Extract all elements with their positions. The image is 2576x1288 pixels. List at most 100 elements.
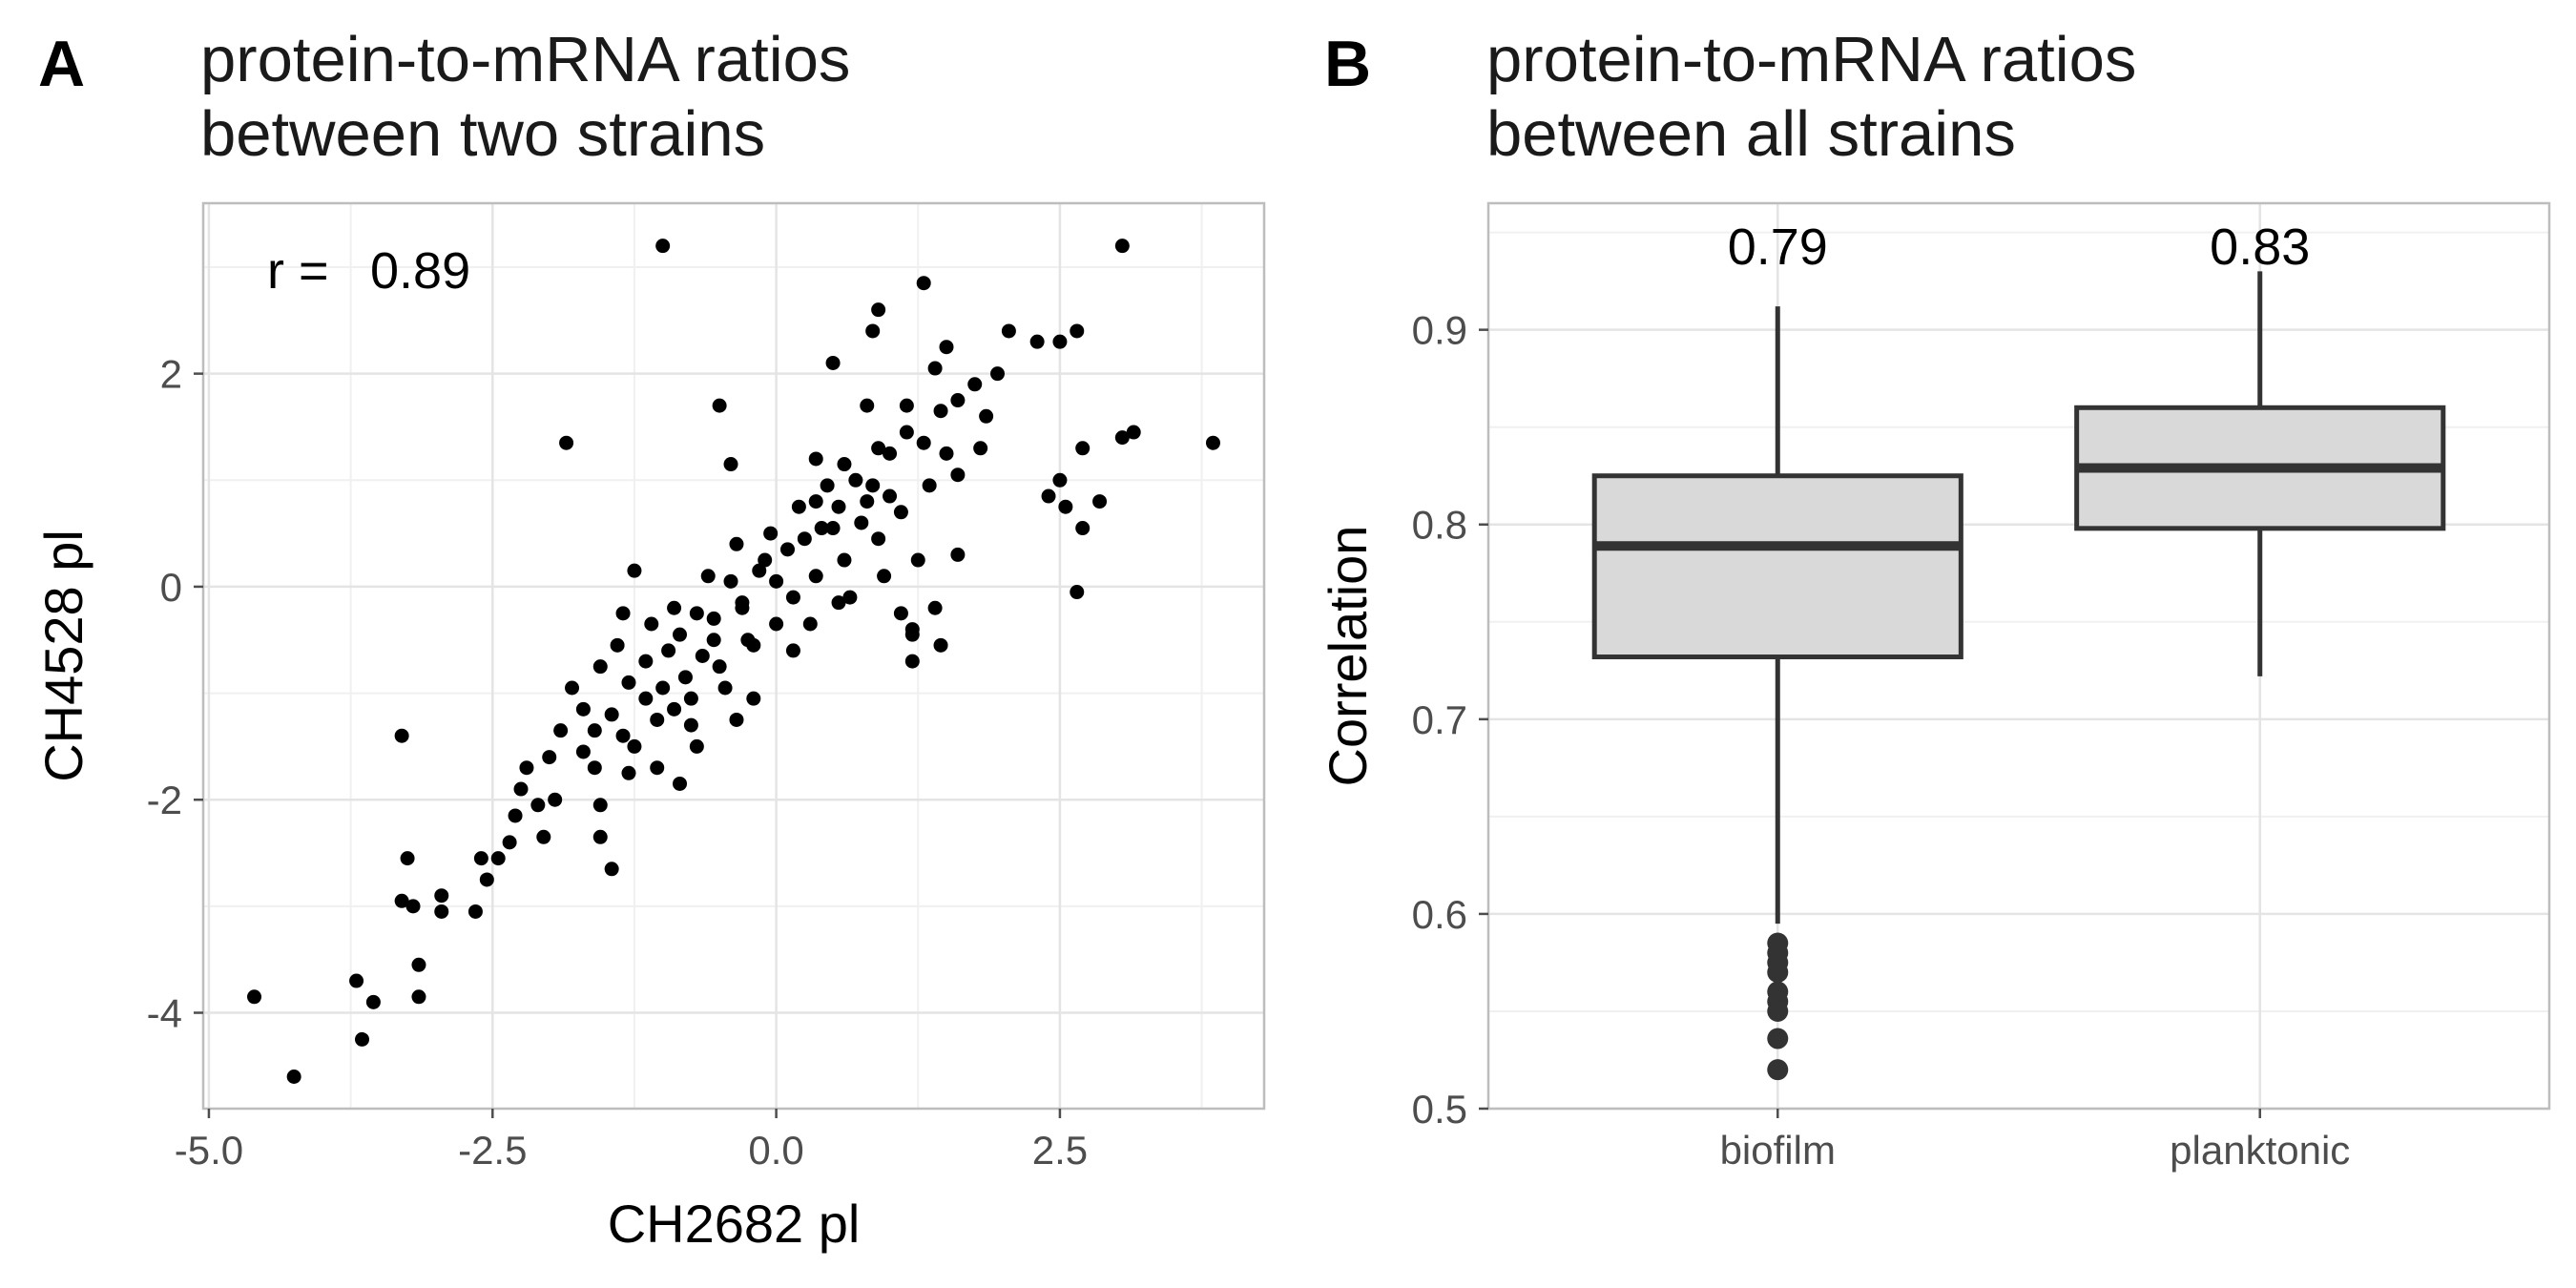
scatter-point: [740, 633, 756, 648]
scatter-point: [1092, 494, 1108, 509]
scatter-point: [405, 899, 421, 914]
scatter-point: [860, 398, 875, 413]
scatter-point: [667, 701, 682, 717]
box-outlier: [1767, 1059, 1789, 1081]
y-tick-label: -2: [147, 778, 182, 822]
scatter-point: [627, 563, 642, 578]
scatter-point: [973, 441, 988, 456]
scatter-point: [950, 393, 966, 408]
scatter-point: [883, 488, 898, 504]
scatter-point: [553, 723, 569, 738]
y-tick-label: -4: [147, 991, 182, 1036]
scatter-point: [530, 798, 546, 813]
x-tick-label: 0.0: [748, 1128, 803, 1173]
scatter-point: [723, 573, 738, 589]
scatter-point: [434, 888, 449, 904]
scatter-point: [979, 408, 994, 424]
scatter-point: [916, 276, 931, 291]
scatter-point: [785, 643, 800, 658]
scatter-point: [712, 398, 727, 413]
scatter-point: [729, 536, 744, 551]
scatter-point: [365, 994, 381, 1009]
scatter-point: [706, 633, 721, 648]
scatter-point: [519, 760, 534, 776]
scatter-point: [950, 467, 966, 483]
scatter-point: [604, 862, 619, 877]
scatter-point: [700, 569, 716, 584]
scatter-point: [939, 446, 954, 461]
scatter-point: [842, 590, 858, 605]
scatter-point: [802, 616, 818, 632]
scatter-point: [1052, 334, 1068, 349]
scatter-point: [655, 680, 671, 696]
scatter-point: [933, 637, 948, 653]
scatter-point: [400, 851, 415, 866]
scatter-point: [247, 989, 262, 1005]
scatter-point: [502, 835, 517, 850]
scatter-point: [1205, 435, 1220, 450]
scatter-point: [990, 366, 1006, 382]
scatter-point: [661, 643, 676, 658]
x-tick-label: -5.0: [175, 1128, 243, 1173]
scatter-point: [865, 323, 881, 339]
scatter-point: [575, 701, 591, 717]
scatter-point: [729, 712, 744, 727]
scatter-point: [831, 595, 846, 611]
scatter-point: [933, 404, 948, 419]
y-tick-label: 0.6: [1412, 892, 1467, 937]
scatter-point: [1114, 430, 1130, 446]
scatter-point: [575, 744, 591, 759]
scatter-point: [927, 600, 943, 615]
scatter-point: [638, 654, 654, 669]
scatter-point: [587, 723, 602, 738]
scatter-point: [808, 451, 823, 467]
scatter-point: [615, 606, 631, 621]
scatter-point: [467, 904, 483, 919]
scatter-point: [592, 798, 608, 813]
scatter-point: [808, 569, 823, 584]
scatter-point: [916, 435, 931, 450]
scatter-point: [1058, 499, 1073, 514]
scatter-point: [536, 829, 551, 844]
scatter-point: [871, 302, 886, 318]
box-median-label-planktonic: 0.83: [2210, 218, 2310, 276]
y-tick-label: 0.9: [1412, 308, 1467, 353]
scatter-point: [883, 446, 898, 461]
scatter-point: [1001, 323, 1016, 339]
scatter-point: [621, 675, 636, 690]
scatter-point: [683, 717, 698, 733]
scatter-point: [899, 398, 914, 413]
panel-b-title: protein-to-mRNA ratios between all strai…: [1486, 23, 2136, 172]
scatter-point: [1070, 585, 1085, 600]
panel-b-title-line-1: protein-to-mRNA ratios: [1486, 24, 2137, 95]
scatter-point: [627, 738, 642, 754]
panel-a-title-line-2: between two strains: [200, 98, 766, 170]
scatter-point: [548, 792, 563, 807]
scatter-point: [831, 499, 846, 514]
scatter-point: [825, 521, 841, 536]
scatter-point: [1029, 334, 1045, 349]
panel-b-title-line-2: between all strains: [1486, 98, 2016, 170]
scatter-point: [592, 659, 608, 675]
scatter-point: [865, 478, 881, 493]
y-axis-title: CH4528 pl: [33, 530, 93, 782]
scatter-point: [797, 531, 812, 547]
scatter-point: [1052, 472, 1068, 488]
y-tick-label: 2: [160, 352, 182, 397]
scatter-point: [1114, 239, 1130, 254]
scatter-point: [490, 851, 506, 866]
scatter-point: [1075, 521, 1091, 536]
scatter-point: [542, 750, 557, 765]
scatter-point: [1126, 425, 1141, 440]
scatter-point: [779, 542, 795, 557]
scatter-point: [434, 904, 449, 919]
scatter-point: [695, 649, 710, 663]
scatter-point: [927, 361, 943, 376]
scatter-point: [394, 893, 409, 908]
scatter-point: [286, 1070, 301, 1085]
scatter-point: [513, 781, 529, 797]
scatter-point: [860, 494, 875, 509]
y-tick-label: 0: [160, 565, 182, 610]
scatter-point: [899, 425, 914, 440]
